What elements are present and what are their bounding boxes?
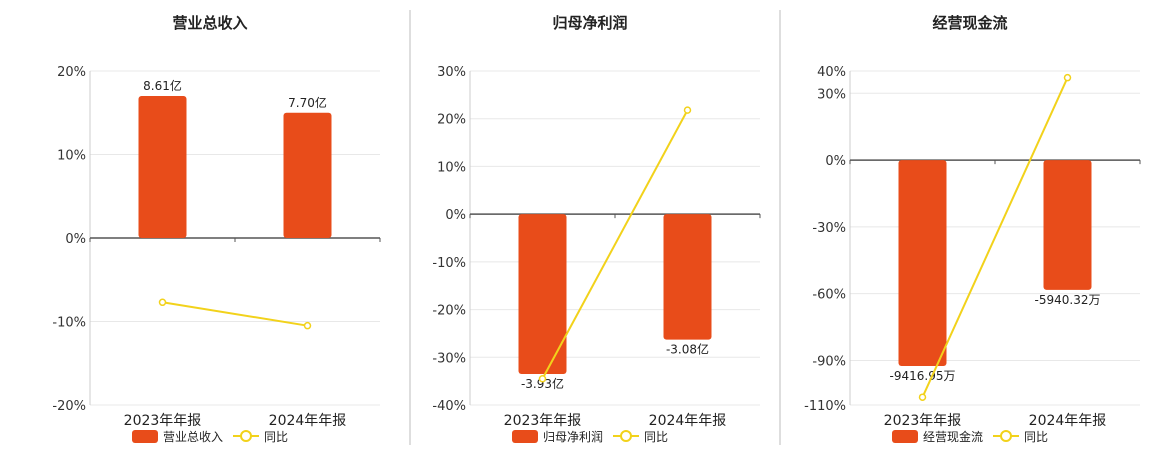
- chart-title: 营业总收入: [172, 14, 247, 32]
- bar-data-label: 7.70亿: [288, 95, 327, 110]
- legend-swatch-bar: [132, 430, 158, 443]
- y-tick-label: -10%: [432, 256, 466, 271]
- yoy-line: [162, 301, 308, 327]
- y-tick-label: -20%: [52, 399, 86, 414]
- legend-swatch-bar: [512, 430, 538, 443]
- y-tick-label: 10%: [57, 149, 86, 164]
- bar-2: [283, 112, 332, 238]
- x-tick-label: 2024年年报: [649, 413, 727, 429]
- legend-label-line: 同比: [644, 430, 668, 444]
- yoy-point-1: [158, 298, 167, 307]
- bar-2: [663, 214, 712, 340]
- y-tick-label: 20%: [437, 113, 466, 128]
- x-tick-label: 2023年年报: [124, 413, 202, 429]
- legend-label-line: 同比: [1024, 430, 1048, 444]
- bar-1: [138, 96, 187, 238]
- yoy-point-1: [918, 393, 927, 401]
- legend-swatch-marker: [240, 430, 252, 442]
- yoy-line: [921, 77, 1069, 398]
- legend-swatch-marker: [620, 430, 632, 442]
- y-tick-label: -110%: [804, 399, 846, 414]
- y-tick-label: -30%: [812, 221, 846, 236]
- yoy-point-2: [1063, 73, 1072, 82]
- y-tick-label: -30%: [432, 351, 466, 366]
- bar-1: [518, 214, 567, 374]
- legend-label-bar: 营业总收入: [163, 430, 223, 444]
- chart-title: 经营现金流: [932, 14, 1007, 32]
- legend-swatch-marker: [1000, 430, 1012, 442]
- y-tick-label: 0%: [445, 208, 466, 223]
- y-tick-label: 40%: [817, 65, 846, 80]
- yoy-point-2: [683, 106, 692, 114]
- bar-data-label: -3.08亿: [666, 342, 709, 357]
- y-tick-label: 10%: [437, 160, 466, 175]
- chart-panel-2: 归母净利润 30% 20% 10% 0% -10% -20% -30% -40% -3.93亿 -3…: [432, 14, 761, 444]
- y-tick-label: -60%: [812, 288, 846, 303]
- x-tick-label: 2024年年报: [1029, 413, 1107, 429]
- legend-label-line: 同比: [264, 430, 288, 444]
- legend-label-bar: 经营现金流: [923, 429, 983, 444]
- legend-swatch-bar: [892, 430, 918, 443]
- chart-title: 归母净利润: [552, 14, 627, 32]
- chart-panel-3: 经营现金流 40% 30% 0% -30% -60% -90% -110% -9416.95万 -…: [804, 14, 1141, 444]
- bar-data-label: 8.61亿: [143, 78, 182, 93]
- y-tick-label: -10%: [52, 316, 86, 331]
- y-tick-label: 0%: [65, 232, 86, 247]
- y-tick-label: 20%: [57, 65, 86, 80]
- y-tick-label: 0%: [825, 154, 846, 169]
- yoy-point-1: [538, 375, 547, 383]
- y-tick-label: -90%: [812, 354, 846, 369]
- bar-1: [898, 160, 947, 367]
- y-tick-label: 30%: [817, 87, 846, 102]
- x-tick-label: 2024年年报: [269, 413, 347, 429]
- chart-panel-1: 营业总收入 20% 10% 0% -10% -20% 8.61亿 7.70亿 2023年年报 20…: [52, 14, 381, 444]
- y-tick-label: -20%: [432, 304, 466, 319]
- y-tick-label: 30%: [437, 65, 466, 80]
- bar-data-label: -5940.32万: [1035, 293, 1101, 307]
- bar-2: [1043, 160, 1092, 290]
- yoy-point-2: [303, 321, 312, 330]
- yoy-line: [541, 109, 689, 380]
- y-tick-label: -40%: [432, 399, 466, 414]
- bar-data-label: -9416.95万: [890, 369, 956, 383]
- x-tick-label: 2023年年报: [884, 413, 962, 429]
- bar-data-label: -3.93亿: [521, 376, 564, 391]
- legend-label-bar: 归母净利润: [543, 430, 603, 444]
- x-tick-label: 2023年年报: [504, 413, 582, 429]
